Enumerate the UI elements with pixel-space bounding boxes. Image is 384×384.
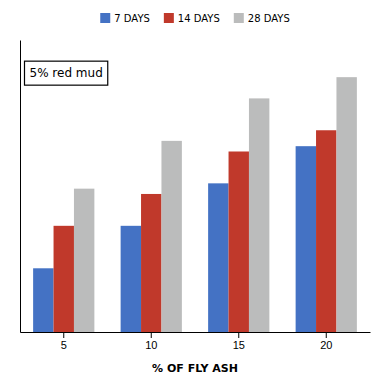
legend-label: 28 DAYS bbox=[248, 13, 290, 24]
x-tick: 20 bbox=[320, 332, 332, 351]
annotation-box: 5% red mud bbox=[25, 61, 108, 85]
x-tick-label: 10 bbox=[145, 339, 157, 351]
legend-item: 28 DAYS bbox=[234, 13, 290, 24]
bar bbox=[121, 226, 141, 332]
bar bbox=[249, 98, 269, 332]
x-tick-mark bbox=[63, 332, 64, 338]
legend-swatch bbox=[164, 13, 174, 23]
bar-series bbox=[54, 130, 337, 332]
legend-label: 7 DAYS bbox=[114, 13, 150, 24]
bar bbox=[316, 130, 336, 332]
bar-series bbox=[74, 77, 357, 332]
x-tick: 5 bbox=[61, 332, 67, 351]
bar bbox=[336, 77, 356, 332]
bars bbox=[33, 77, 357, 332]
x-tick-label: 5 bbox=[61, 339, 67, 351]
legend-item: 14 DAYS bbox=[164, 13, 220, 24]
legend-label: 14 DAYS bbox=[178, 13, 220, 24]
bar bbox=[141, 194, 161, 332]
legend-item: 7 DAYS bbox=[100, 13, 150, 24]
bar bbox=[229, 151, 249, 332]
chart: 5 10 15 20 5% red mud % OF FLY ASH 7 DAYS 14 DA… bbox=[0, 0, 384, 384]
bar bbox=[74, 189, 94, 332]
x-tick-mark bbox=[326, 332, 327, 338]
legend: 7 DAYS 14 DAYS 28 DAYS bbox=[100, 13, 290, 24]
x-tick-mark bbox=[151, 332, 152, 338]
bar bbox=[208, 183, 228, 332]
y-axis bbox=[20, 41, 21, 333]
x-axis-line bbox=[21, 332, 371, 333]
bar bbox=[33, 268, 53, 332]
plot: 5 10 15 20 5% red mud bbox=[21, 41, 371, 351]
x-tick-label: 15 bbox=[233, 339, 245, 351]
x-tick: 10 bbox=[145, 332, 157, 351]
legend-swatch bbox=[234, 13, 244, 23]
x-axis-label: % OF FLY ASH bbox=[152, 362, 238, 375]
y-axis-line bbox=[20, 41, 21, 333]
bar bbox=[54, 226, 74, 332]
x-tick-label: 20 bbox=[320, 339, 332, 351]
annotation: 5% red mud bbox=[30, 66, 103, 80]
legend-swatch bbox=[100, 13, 110, 23]
bar bbox=[296, 146, 316, 332]
x-tick: 15 bbox=[233, 332, 245, 351]
x-axis: 5 10 15 20 bbox=[21, 332, 371, 351]
annotation-frame bbox=[25, 61, 108, 85]
x-tick-mark bbox=[238, 332, 239, 338]
bar bbox=[161, 141, 181, 332]
